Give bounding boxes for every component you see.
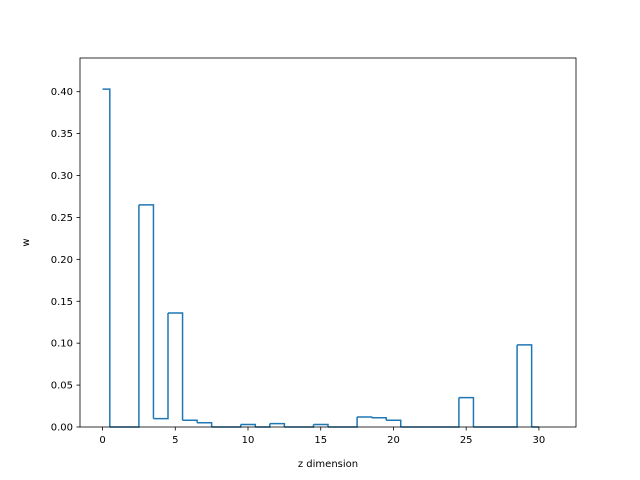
step-segment-0-6	[182, 419, 198, 423]
y-tick-label-7: 0.35	[51, 129, 73, 140]
step-segment-0-19	[371, 417, 387, 421]
step-segment-0-5	[168, 312, 184, 421]
step-segment-0-4	[153, 313, 169, 420]
y-tick-label-4: 0.20	[51, 255, 73, 266]
x-axis: 0 5 10 15 20 25 30	[99, 427, 545, 446]
step-segment-0-0	[102, 88, 111, 427]
axes-frame	[79, 57, 577, 428]
step-segment-0-12	[269, 422, 286, 427]
x-tick-label-1: 5	[172, 435, 178, 446]
x-tick-label-6: 30	[533, 435, 546, 446]
x-tick-label-4: 20	[387, 435, 400, 446]
y-tick-label-2: 0.10	[51, 339, 73, 350]
y-tick-label-5: 0.25	[51, 213, 73, 224]
y-tick-label-0: 0.00	[51, 423, 73, 434]
x-tick-label-3: 15	[314, 435, 327, 446]
y-tick-label-6: 0.30	[51, 171, 73, 182]
step-segment-0-10	[240, 423, 257, 427]
x-tick-label-2: 10	[242, 435, 255, 446]
y-axis: 0.00 0.05 0.10 0.15 0.20 0.25 0.30 0.35 0.40	[51, 87, 80, 434]
step-segment-0-29	[517, 344, 533, 427]
step-segment-0-20	[386, 419, 402, 427]
step-segment-0-3	[138, 204, 155, 419]
plot-area	[79, 57, 577, 428]
x-tick-label-5: 25	[460, 435, 473, 446]
step-segment-0-15	[313, 423, 329, 427]
y-axis-label: w	[21, 238, 32, 246]
step-segment-0-18	[357, 416, 373, 418]
step-segment-0-25	[458, 396, 475, 427]
step-segment-0-7	[197, 422, 213, 427]
y-tick-label-8: 0.40	[51, 87, 73, 98]
x-axis-label: z dimension	[298, 459, 358, 470]
y-tick-label-3: 0.15	[51, 297, 73, 308]
x-tick-label-0: 0	[99, 435, 105, 446]
y-tick-label-1: 0.05	[51, 381, 73, 392]
